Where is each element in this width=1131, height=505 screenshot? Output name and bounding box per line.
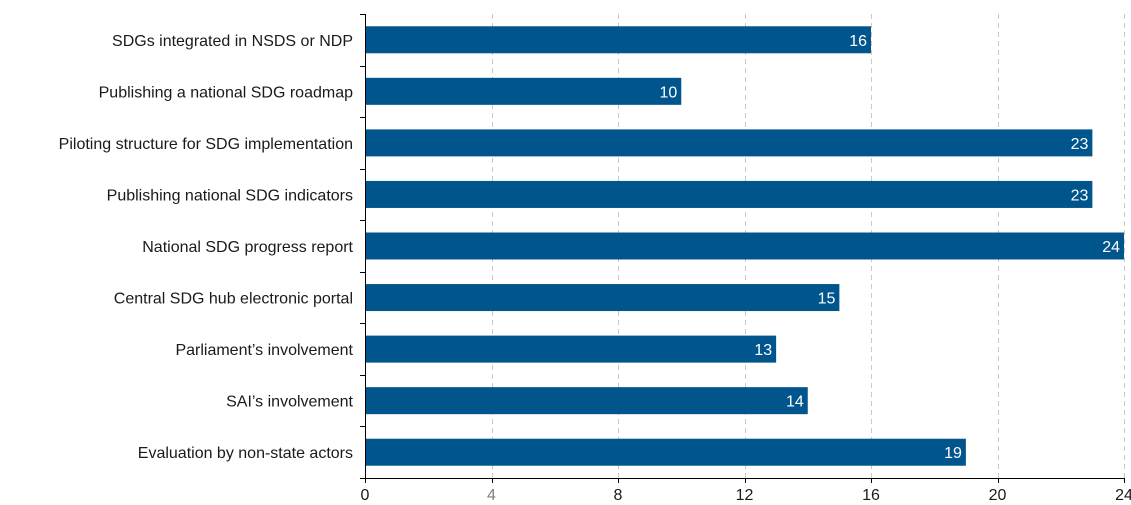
bar-6 xyxy=(365,284,840,312)
bar-8 xyxy=(365,387,808,415)
bar-value-label-9: 19 xyxy=(944,445,962,462)
category-label-3: Piloting structure for SDG implementatio… xyxy=(59,136,353,153)
bar-value-label-1: 16 xyxy=(849,33,867,50)
bar-3 xyxy=(365,129,1093,157)
x-tick-label-16: 16 xyxy=(862,487,880,504)
axes xyxy=(360,14,1125,483)
bar-value-label-2: 10 xyxy=(659,84,677,101)
bar-value-label-8: 14 xyxy=(786,394,804,411)
bar-5 xyxy=(365,232,1124,260)
x-tick-label-20: 20 xyxy=(989,487,1007,504)
x-tick-label-4: 4 xyxy=(487,487,496,504)
x-tick-label-12: 12 xyxy=(736,487,754,504)
bar-1 xyxy=(365,26,871,54)
x-tick-label-24: 24 xyxy=(1115,487,1131,504)
labels: 16 10 23 23 24 15 13 14 19 SDGs integrated in NSD… xyxy=(59,33,1131,504)
bar-value-label-4: 23 xyxy=(1071,187,1089,204)
category-label-8: SAI’s involvement xyxy=(226,394,353,411)
category-label-1: SDGs integrated in NSDS or NDP xyxy=(112,33,353,50)
bar-value-label-5: 24 xyxy=(1102,239,1120,256)
bar-value-label-3: 23 xyxy=(1071,136,1089,153)
bar-value-label-7: 13 xyxy=(754,342,772,359)
category-label-4: Publishing national SDG indicators xyxy=(107,187,353,204)
bar-2 xyxy=(365,77,682,105)
bar-value-label-6: 15 xyxy=(818,291,836,308)
bar-9 xyxy=(365,438,966,466)
category-label-7: Parliament’s involvement xyxy=(175,342,353,359)
category-label-9: Evaluation by non-state actors xyxy=(138,445,353,462)
x-tick-label-8: 8 xyxy=(614,487,623,504)
category-label-2: Publishing a national SDG roadmap xyxy=(99,84,353,101)
category-label-5: National SDG progress report xyxy=(142,239,353,256)
bar-4 xyxy=(365,180,1093,208)
x-tick-label-0: 0 xyxy=(361,487,370,504)
bars xyxy=(365,26,1124,466)
category-label-6: Central SDG hub electronic portal xyxy=(114,291,353,308)
bar-7 xyxy=(365,335,777,363)
